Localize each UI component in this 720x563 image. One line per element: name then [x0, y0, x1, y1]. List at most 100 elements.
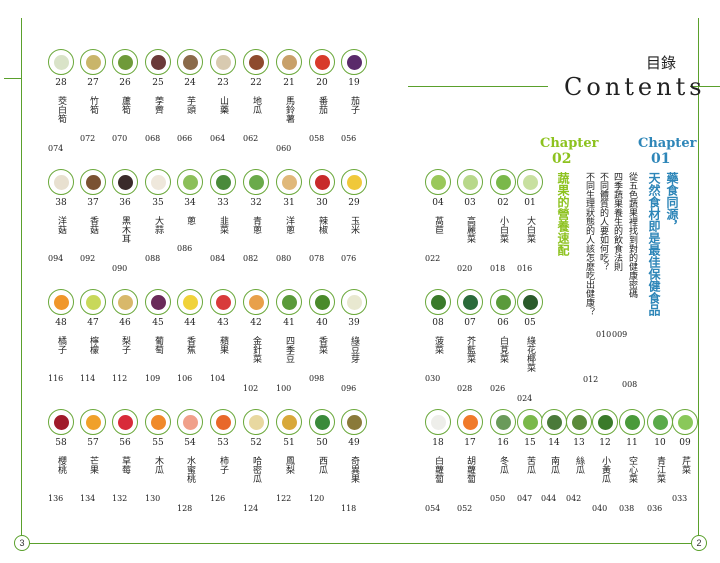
produce-thumbnail — [80, 289, 106, 315]
item-page: 058 — [309, 134, 325, 143]
list-item: 08 菠菜 030 — [425, 289, 451, 383]
list-item: 04 萵苣 022 — [425, 169, 451, 263]
produce-thumbnail — [592, 409, 618, 435]
item-number: 04 — [432, 198, 444, 208]
item-name: 鳳梨 — [284, 456, 294, 474]
list-item: 31 洋蔥 080 — [276, 169, 302, 263]
item-page: 118 — [341, 504, 357, 513]
list-item: 29 玉米 076 — [341, 169, 367, 263]
item-page: 112 — [112, 374, 128, 383]
list-item: 30 辣椒 078 — [309, 169, 335, 263]
produce-image — [462, 294, 478, 310]
item-number: 24 — [184, 78, 196, 88]
item-page: 052 — [457, 504, 473, 513]
produce-thumbnail — [276, 289, 302, 315]
produce-image — [314, 414, 330, 430]
chapter2-label: Chapter — [540, 136, 599, 151]
produce-image — [597, 414, 613, 430]
item-page: 086 — [177, 244, 193, 253]
produce-image — [248, 294, 264, 310]
produce-image — [546, 414, 562, 430]
item-name: 大白菜 — [525, 216, 535, 243]
item-number: 39 — [348, 318, 360, 328]
item-number: 53 — [217, 438, 229, 448]
produce-image — [522, 294, 538, 310]
produce-image — [53, 54, 69, 70]
item-number: 47 — [87, 318, 99, 328]
produce-image — [150, 54, 166, 70]
item-name: 山藥 — [218, 96, 228, 114]
produce-image — [117, 294, 133, 310]
item-number: 38 — [55, 198, 67, 208]
produce-thumbnail — [48, 409, 74, 435]
list-item: 19 茄子 056 — [341, 49, 367, 143]
produce-thumbnail — [112, 409, 138, 435]
item-number: 54 — [184, 438, 196, 448]
produce-thumbnail — [80, 409, 106, 435]
produce-image — [430, 294, 446, 310]
item-name: 胡蘿蔔 — [465, 456, 475, 483]
list-item: 02 小白菜 018 — [490, 169, 516, 273]
item-name: 梨子 — [120, 336, 130, 354]
produce-thumbnail — [177, 409, 203, 435]
item-number: 01 — [524, 198, 536, 208]
item-page: 134 — [80, 494, 96, 503]
produce-thumbnail — [276, 169, 302, 195]
item-name: 馬鈴薯 — [284, 96, 294, 123]
item-name: 小白菜 — [498, 216, 508, 243]
item-number: 18 — [432, 438, 444, 448]
list-item: 10 青江菜 036 — [647, 409, 673, 513]
item-number: 31 — [283, 198, 295, 208]
produce-image — [281, 294, 297, 310]
item-number: 26 — [119, 78, 131, 88]
produce-thumbnail — [647, 409, 673, 435]
item-name: 南瓜 — [549, 456, 559, 474]
item-number: 36 — [119, 198, 131, 208]
list-item: 22 地瓜 062 — [243, 49, 269, 143]
item-name: 青江菜 — [655, 456, 665, 483]
item-name: 玉米 — [349, 216, 359, 234]
list-item: 57 芒果 134 — [80, 409, 106, 503]
item-name: 草莓 — [120, 456, 130, 474]
item-name: 洋蔥 — [284, 216, 294, 234]
intro-entry-1: 從五色蔬果裡找到對的健康密碼 — [627, 172, 637, 298]
item-page: 030 — [425, 374, 441, 383]
item-page: 033 — [672, 494, 688, 503]
chapter2-title: 蔬果的營養速配 — [556, 172, 570, 256]
produce-image — [53, 174, 69, 190]
item-name: 地瓜 — [251, 96, 261, 114]
item-number: 14 — [548, 438, 560, 448]
list-item: 58 櫻桃 136 — [48, 409, 74, 503]
item-name: 金針菜 — [251, 336, 261, 363]
list-item: 50 西瓜 120 — [309, 409, 335, 503]
produce-thumbnail — [309, 289, 335, 315]
item-name: 高麗菜 — [465, 216, 475, 243]
produce-thumbnail — [341, 49, 367, 75]
item-number: 49 — [348, 438, 360, 448]
item-number: 25 — [152, 78, 164, 88]
item-name: 絲瓜 — [574, 456, 584, 474]
produce-image — [314, 54, 330, 70]
item-name: 竹筍 — [88, 96, 98, 114]
item-number: 27 — [87, 78, 99, 88]
item-name: 四季豆 — [284, 336, 294, 363]
list-item: 14 南瓜 044 — [541, 409, 567, 503]
produce-image — [85, 54, 101, 70]
produce-thumbnail — [457, 169, 483, 195]
intro-entry-3: 不同體質的人要如何吃？ — [598, 172, 608, 271]
top-left-rule — [4, 78, 22, 79]
item-name: 大蒜 — [153, 216, 163, 234]
produce-image — [462, 174, 478, 190]
produce-thumbnail — [425, 289, 451, 315]
item-name: 萵苣 — [433, 216, 443, 234]
item-name: 黑木耳 — [120, 216, 130, 243]
produce-image — [462, 414, 478, 430]
produce-image — [495, 414, 511, 430]
produce-image — [314, 174, 330, 190]
produce-thumbnail — [243, 289, 269, 315]
produce-thumbnail — [243, 49, 269, 75]
produce-image — [430, 174, 446, 190]
item-page: 060 — [276, 144, 292, 153]
produce-image — [248, 54, 264, 70]
item-number: 40 — [316, 318, 328, 328]
